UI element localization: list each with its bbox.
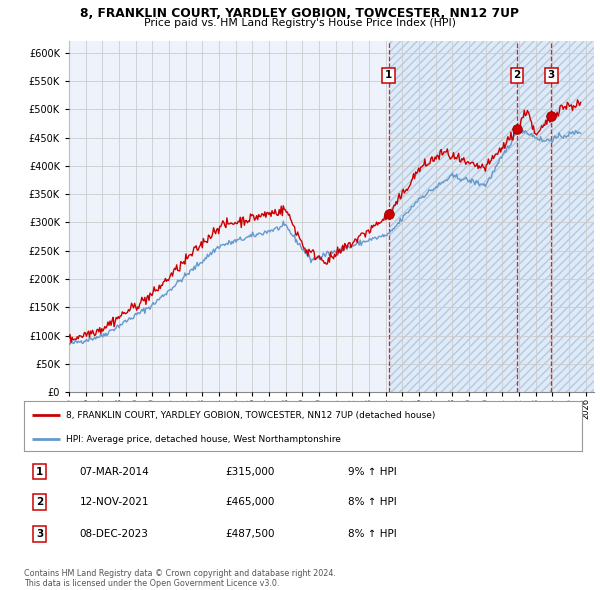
Text: 9% ↑ HPI: 9% ↑ HPI [347, 467, 397, 477]
Text: 07-MAR-2014: 07-MAR-2014 [80, 467, 149, 477]
Text: £315,000: £315,000 [225, 467, 274, 477]
Text: 8, FRANKLIN COURT, YARDLEY GOBION, TOWCESTER, NN12 7UP: 8, FRANKLIN COURT, YARDLEY GOBION, TOWCE… [80, 7, 520, 20]
Text: HPI: Average price, detached house, West Northamptonshire: HPI: Average price, detached house, West… [66, 435, 341, 444]
Text: 2: 2 [36, 497, 43, 507]
Text: 08-DEC-2023: 08-DEC-2023 [80, 529, 149, 539]
Text: £487,500: £487,500 [225, 529, 274, 539]
Text: 3: 3 [548, 70, 555, 80]
Text: £465,000: £465,000 [225, 497, 274, 507]
Text: 3: 3 [36, 529, 43, 539]
Bar [389, 41, 594, 392]
Text: 8% ↑ HPI: 8% ↑ HPI [347, 497, 397, 507]
Text: 1: 1 [385, 70, 392, 80]
Text: 8, FRANKLIN COURT, YARDLEY GOBION, TOWCESTER, NN12 7UP (detached house): 8, FRANKLIN COURT, YARDLEY GOBION, TOWCE… [66, 411, 435, 419]
Text: 2: 2 [513, 70, 520, 80]
Text: Price paid vs. HM Land Registry's House Price Index (HPI): Price paid vs. HM Land Registry's House … [144, 18, 456, 28]
Text: Contains HM Land Registry data © Crown copyright and database right 2024.
This d: Contains HM Land Registry data © Crown c… [24, 569, 336, 588]
Bar [389, 41, 594, 392]
Text: 8% ↑ HPI: 8% ↑ HPI [347, 529, 397, 539]
Text: 1: 1 [36, 467, 43, 477]
Text: 12-NOV-2021: 12-NOV-2021 [80, 497, 149, 507]
